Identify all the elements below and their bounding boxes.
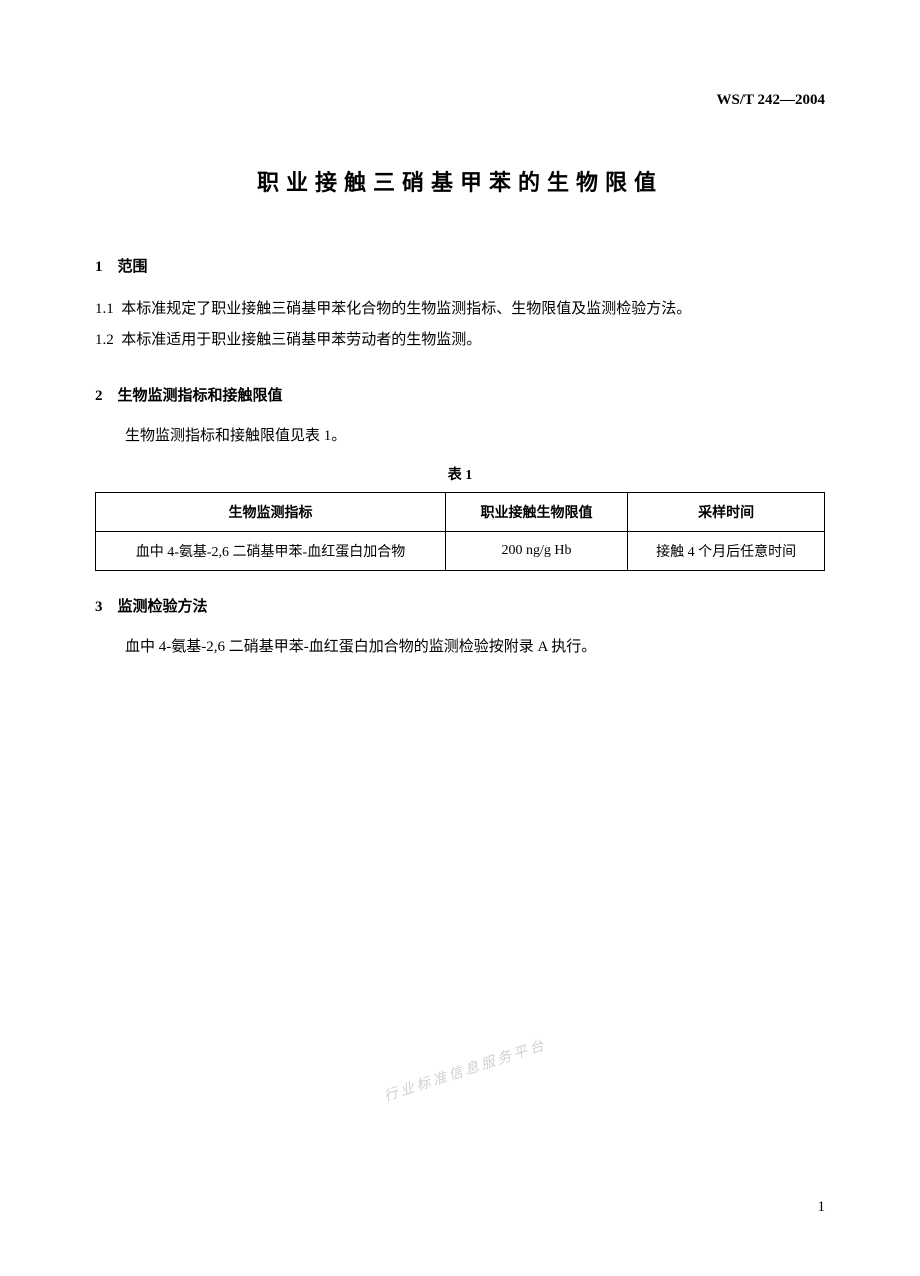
table-caption: 表 1 xyxy=(95,464,825,484)
section-3-title: 监测检验方法 xyxy=(118,599,208,615)
section-1-heading: 1 范围 xyxy=(95,255,825,276)
section-1-title: 范围 xyxy=(118,259,148,275)
section-2-title: 生物监测指标和接触限值 xyxy=(118,388,283,404)
standard-code: WS/T 242—2004 xyxy=(717,92,826,109)
table-row: 血中 4-氨基-2,6 二硝基甲苯-血红蛋白加合物 200 ng/g Hb 接触… xyxy=(96,532,825,571)
document-title: 职业接触三硝基甲苯的生物限值 xyxy=(95,165,825,197)
section-2-para-1: 生物监测指标和接触限值见表 1。 xyxy=(95,423,825,450)
section-1-num: 1 xyxy=(95,259,103,275)
para-1-1-text: 本标准规定了职业接触三硝基甲苯化合物的生物监测指标、生物限值及监测检验方法。 xyxy=(121,301,691,317)
table-header-2: 职业接触生物限值 xyxy=(445,493,627,532)
section-1-para-1: 1.1 本标准规定了职业接触三硝基甲苯化合物的生物监测指标、生物限值及监测检验方… xyxy=(95,296,825,323)
table-header-1: 生物监测指标 xyxy=(96,493,446,532)
section-2-heading: 2 生物监测指标和接触限值 xyxy=(95,384,825,405)
section-1-para-2: 1.2 本标准适用于职业接触三硝基甲苯劳动者的生物监测。 xyxy=(95,327,825,354)
section-2-num: 2 xyxy=(95,388,103,404)
watermark: 行业标准信息服务平台 xyxy=(381,1034,549,1106)
para-1-2-num: 1.2 xyxy=(95,332,114,348)
para-1-1-num: 1.1 xyxy=(95,301,114,317)
section-3-num: 3 xyxy=(95,599,103,615)
table-cell-3: 接触 4 个月后任意时间 xyxy=(628,532,825,571)
section-3-para-1: 血中 4-氨基-2,6 二硝基甲苯-血红蛋白加合物的监测检验按附录 A 执行。 xyxy=(95,634,825,661)
table-header-3: 采样时间 xyxy=(628,493,825,532)
section-3-heading: 3 监测检验方法 xyxy=(95,595,825,616)
page-number: 1 xyxy=(818,1199,826,1216)
para-1-2-text: 本标准适用于职业接触三硝基甲苯劳动者的生物监测。 xyxy=(121,332,481,348)
table-cell-1: 血中 4-氨基-2,6 二硝基甲苯-血红蛋白加合物 xyxy=(96,532,446,571)
data-table: 生物监测指标 职业接触生物限值 采样时间 血中 4-氨基-2,6 二硝基甲苯-血… xyxy=(95,492,825,571)
table-header-row: 生物监测指标 职业接触生物限值 采样时间 xyxy=(96,493,825,532)
table-cell-2: 200 ng/g Hb xyxy=(445,532,627,571)
